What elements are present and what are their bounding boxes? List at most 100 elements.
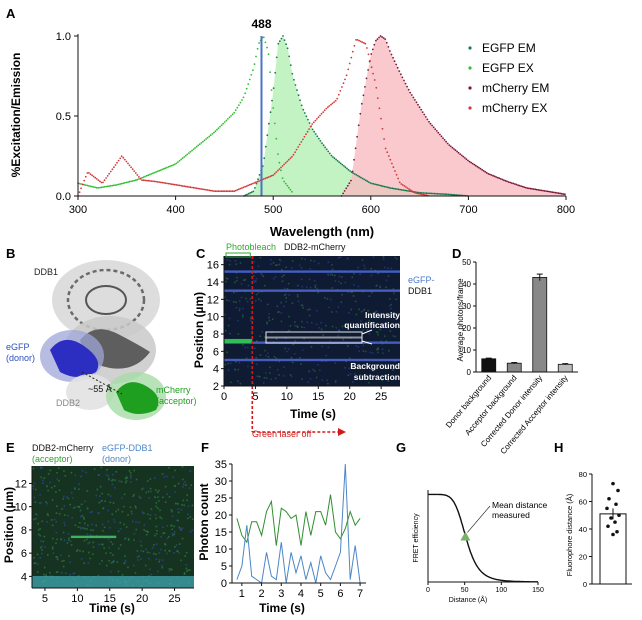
spectra-point: [189, 150, 192, 153]
kymograph-e-y-tick-label: 10: [15, 502, 27, 514]
noise-pixel: [385, 366, 387, 368]
kymograph-c-band: [224, 289, 400, 292]
noise-pixel: [121, 510, 124, 513]
noise-pixel: [50, 519, 53, 521]
spectra-point: [471, 162, 474, 165]
noise-pixel: [135, 521, 137, 523]
noise-pixel: [174, 469, 176, 472]
noise-pixel: [170, 509, 173, 511]
noise-pixel: [155, 489, 157, 491]
noise-pixel: [225, 280, 227, 283]
noise-pixel: [146, 530, 148, 533]
photon-bar-y-tick-label: 0: [467, 368, 472, 377]
noise-pixel: [227, 362, 229, 365]
noise-pixel: [371, 352, 374, 354]
noise-pixel: [189, 516, 192, 518]
spectra-point: [358, 175, 361, 178]
noise-pixel: [49, 469, 52, 472]
noise-pixel: [56, 556, 59, 558]
spectra-point: [280, 169, 282, 172]
noise-pixel: [312, 368, 314, 371]
noise-pixel: [379, 328, 382, 331]
noise-pixel: [86, 507, 89, 510]
noise-pixel: [187, 517, 189, 520]
kymograph-c-band: [224, 270, 400, 273]
noise-pixel: [291, 260, 294, 262]
spectra-point: [449, 145, 452, 148]
noise-pixel: [331, 311, 333, 313]
spectra-point: [81, 183, 84, 186]
spectra-point: [88, 172, 90, 174]
noise-pixel: [395, 258, 398, 260]
noise-pixel: [334, 362, 337, 364]
noise-pixel: [238, 309, 241, 312]
spectra-point: [410, 94, 413, 96]
spectra-point: [343, 190, 346, 192]
spectra-point: [177, 184, 179, 187]
noise-pixel: [80, 475, 82, 478]
noise-pixel: [148, 552, 151, 554]
noise-pixel: [278, 258, 281, 261]
kymograph-e-x-tick-label: 25: [168, 593, 180, 605]
spectra-point: [560, 192, 563, 195]
panel-label-c: C: [196, 246, 206, 261]
noise-pixel: [275, 338, 278, 340]
noise-pixel: [308, 370, 310, 373]
noise-pixel: [307, 381, 309, 383]
noise-pixel: [74, 488, 76, 491]
spectra-y-tick-label: 1.0: [56, 31, 71, 43]
noise-pixel: [68, 539, 70, 541]
spectra-point: [421, 111, 424, 113]
spectra-point: [556, 192, 558, 194]
noise-pixel: [164, 549, 166, 552]
spectra-point: [385, 41, 388, 44]
bar-1: [506, 362, 522, 373]
noise-pixel: [73, 487, 76, 489]
noise-pixel: [83, 539, 86, 542]
noise-pixel: [38, 533, 40, 536]
noise-pixel: [283, 274, 285, 277]
noise-pixel: [303, 337, 305, 340]
noise-pixel: [78, 506, 80, 508]
spectra-point: [348, 182, 351, 185]
spectra-point: [437, 131, 440, 134]
noise-pixel: [134, 505, 137, 508]
noise-pixel: [237, 380, 239, 383]
noise-pixel: [92, 546, 95, 548]
spectra-point: [373, 43, 376, 46]
noise-pixel: [309, 286, 312, 289]
noise-pixel: [304, 258, 306, 261]
noise-pixel: [55, 512, 58, 514]
noise-pixel: [129, 472, 132, 474]
noise-pixel: [39, 494, 41, 496]
spectra-point: [103, 179, 106, 182]
noise-pixel: [112, 473, 114, 476]
noise-pixel: [158, 500, 160, 502]
spectra-point: [172, 164, 175, 166]
noise-pixel: [102, 529, 104, 532]
noise-pixel: [337, 306, 340, 308]
roi-callout-lines: [361, 329, 373, 345]
spectra-point: [382, 37, 385, 39]
spectra-point: [356, 39, 359, 41]
noise-pixel: [55, 491, 57, 493]
spectra-point: [253, 182, 256, 184]
spectra-point: [316, 135, 319, 138]
protein-structure-illustration: DDB1 eGFP (donor) DDB2 ~55 Å mCherry (ac…: [6, 260, 197, 420]
noise-pixel: [52, 548, 54, 550]
spectra-point: [192, 148, 195, 151]
spectra-point: [167, 166, 170, 168]
spectra-point: [490, 174, 493, 176]
spectra-point: [250, 74, 253, 76]
noise-pixel: [264, 284, 266, 287]
noise-pixel: [143, 529, 145, 531]
noise-pixel: [154, 514, 157, 516]
noise-pixel: [117, 530, 120, 533]
spectra-point: [389, 158, 392, 161]
spectra-point: [318, 137, 320, 140]
spectra-point: [328, 152, 331, 155]
spectra-point: [94, 186, 97, 189]
noise-pixel: [77, 505, 79, 508]
spectra-point: [277, 153, 279, 156]
spectra-point: [266, 134, 269, 137]
